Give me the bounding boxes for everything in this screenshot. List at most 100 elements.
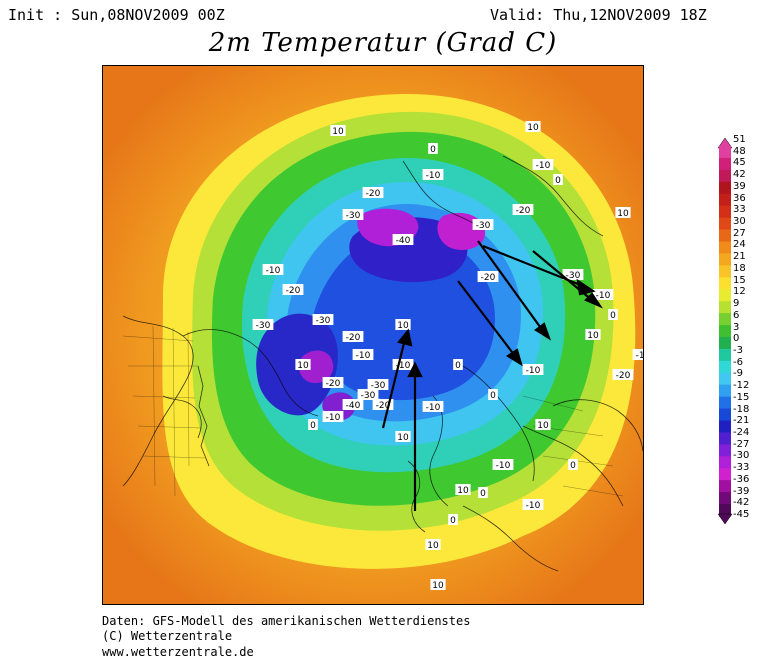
isotherm-label: 10 — [457, 486, 469, 496]
isotherm-label-bg — [472, 219, 494, 230]
copyright-note: (C) Wetterzentrale — [102, 629, 233, 643]
isotherm-label: -10 — [636, 351, 644, 361]
scale-tick-label: -45 — [733, 509, 750, 520]
scale-tick-label: -6 — [733, 356, 743, 368]
isotherm-label-bg — [322, 411, 344, 422]
isotherm-label-bg — [615, 207, 631, 218]
isotherm-label: -10 — [526, 501, 541, 511]
isotherm-label-bg — [522, 364, 544, 375]
isotherm-label-bg — [342, 331, 364, 342]
scale-tick-label: -30 — [733, 450, 750, 462]
scale-tick-label: -39 — [733, 485, 750, 497]
isotherm-label-bg — [492, 459, 514, 470]
isotherm-label-bg — [322, 377, 344, 388]
isotherm-label-bg — [568, 459, 578, 470]
scale-tick-label: 39 — [733, 180, 746, 192]
scale-tick-label: -27 — [733, 438, 750, 450]
isotherm-label: 0 — [490, 391, 496, 401]
isotherm-label: 10 — [617, 209, 629, 219]
isotherm-label-bg — [477, 271, 499, 282]
isotherm-label: -20 — [346, 333, 361, 343]
temperature-scale-labels: 51 48 45 42 39 36 33 30 27 24 21 18 15 12 9 6 3 0 -3 -6 -9 -1… — [733, 135, 765, 530]
isotherm-label: 10 — [297, 361, 309, 371]
isotherm-label-bg — [252, 319, 274, 330]
valid-time-label: Valid: Thu,12NOV2009 18Z — [490, 6, 707, 24]
isotherm-label-bg — [512, 204, 534, 215]
isotherm-label: -30 — [256, 321, 271, 331]
isotherm-label-bg — [562, 269, 584, 280]
scale-segment — [719, 325, 731, 338]
isotherm-label: -10 — [496, 461, 511, 471]
scale-segment — [719, 193, 731, 207]
isotherm-label: 10 — [527, 123, 539, 133]
isotherm-label-bg — [488, 389, 498, 400]
isotherm-label: -40 — [396, 236, 411, 246]
isotherm-label: 0 — [455, 361, 461, 371]
scale-tick-label: 0 — [733, 333, 740, 345]
scale-tick-label: -9 — [733, 368, 743, 380]
isotherm-label: 0 — [450, 516, 456, 526]
temperature-map: 10 0 -10 -20 -30 -40 10 -10 -20 -30 0 10 -10 -20 -30 -3… — [102, 65, 644, 605]
scale-segment — [719, 277, 731, 290]
website-link[interactable]: www.wetterzentrale.de — [102, 645, 254, 659]
scale-segment — [719, 336, 731, 350]
scale-segment — [719, 205, 731, 219]
scale-segment — [719, 265, 731, 278]
isotherm-label-bg — [585, 329, 601, 340]
isotherm-label: 0 — [480, 489, 486, 499]
isotherm-label: 10 — [397, 321, 409, 331]
isotherm-label-bg — [608, 309, 618, 320]
scale-segment — [719, 480, 731, 493]
scale-segment — [719, 146, 731, 159]
scale-tick-label: -12 — [733, 380, 750, 392]
init-time-label: Init : Sun,08NOV2009 00Z — [8, 6, 225, 24]
isotherm-label: -10 — [326, 413, 341, 423]
isotherm-label: -10 — [356, 351, 371, 361]
isotherm-label: -20 — [366, 189, 381, 199]
isotherm-label-bg — [395, 431, 411, 442]
scale-segment — [719, 408, 731, 421]
scale-tick-label: 12 — [733, 286, 746, 298]
isotherm-label-bg — [367, 379, 389, 390]
scale-segment — [719, 396, 731, 409]
scale-segment — [719, 492, 731, 505]
isotherm-label-bg — [430, 579, 446, 590]
isotherm-label-bg — [312, 314, 334, 325]
scale-segment — [719, 157, 731, 171]
scale-tick-label: 3 — [733, 321, 740, 333]
isotherm-label: 0 — [310, 421, 316, 431]
scale-segment — [719, 289, 731, 302]
isotherm-label-bg — [612, 369, 634, 380]
scale-segment — [719, 169, 731, 183]
isotherm-label: 0 — [570, 461, 576, 471]
isotherm-label: -10 — [266, 266, 281, 276]
isotherm-label: -20 — [616, 371, 631, 381]
data-source-note: Daten: GFS-Modell des amerikanischen Wet… — [102, 614, 471, 628]
scale-tick-label: -24 — [733, 426, 750, 438]
map-title: 2m Temperatur (Grad C) — [208, 28, 558, 58]
isotherm-label-bg — [395, 319, 411, 330]
isotherm-label-bg — [522, 499, 544, 510]
isotherm-label: 0 — [555, 176, 561, 186]
scale-tick-label: -18 — [733, 403, 750, 415]
scale-tick-label: 9 — [733, 298, 740, 310]
isotherm-label-bg — [422, 401, 444, 412]
isotherm-label-bg — [262, 264, 284, 275]
scale-tick-label: -3 — [733, 344, 743, 356]
scale-segment — [719, 217, 731, 230]
isotherm-label-bg — [535, 419, 551, 430]
isotherm-label: 10 — [397, 433, 409, 443]
isotherm-label-bg — [448, 514, 458, 525]
isotherm-label: -20 — [376, 401, 391, 411]
scale-tick-label: 51 — [733, 134, 746, 145]
scale-tick-label: -42 — [733, 497, 750, 509]
isotherm-label-bg — [362, 187, 384, 198]
scale-tick-label: 18 — [733, 262, 746, 274]
isotherm-label: 0 — [430, 145, 436, 155]
scale-tick-label: 6 — [733, 309, 740, 321]
isotherm-label: -20 — [481, 273, 496, 283]
isotherm-label-bg — [330, 125, 346, 136]
scale-bottom-arrow — [717, 513, 733, 525]
isotherm-label-bg — [342, 209, 364, 220]
